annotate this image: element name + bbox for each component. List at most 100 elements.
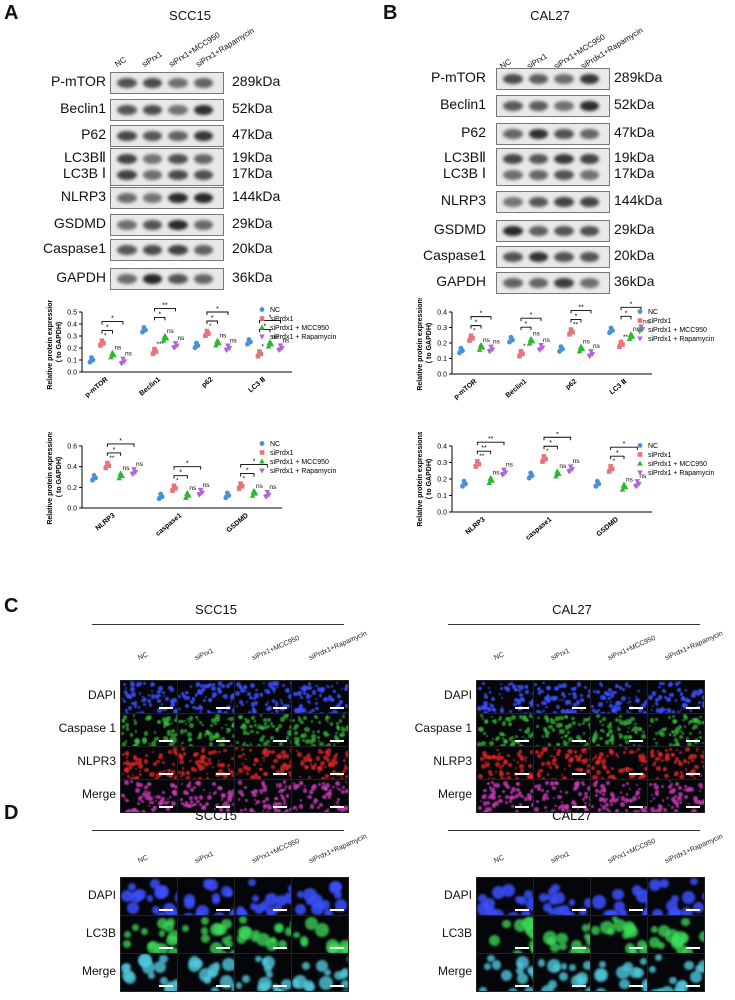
- cell-signal: [245, 719, 250, 725]
- bracket-label: *: [211, 315, 214, 322]
- cell-signal: [174, 775, 177, 779]
- cell-signal: [645, 989, 647, 991]
- cell-signal: [600, 803, 603, 806]
- cell-signal: [664, 727, 668, 730]
- cell-signal: [549, 696, 554, 700]
- cell-signal: [515, 782, 520, 787]
- cell-signal: [125, 810, 129, 812]
- cell-signal: [695, 749, 698, 753]
- cell-signal: [186, 776, 191, 779]
- cell-signal: [603, 691, 608, 695]
- bracket-label: *: [623, 441, 626, 448]
- cell-signal: [270, 712, 273, 713]
- cell-signal: [524, 927, 532, 935]
- cell-signal: [582, 732, 586, 735]
- cell-signal: [488, 777, 491, 779]
- legend-entry: siPrdx1 + MCC950: [270, 459, 329, 466]
- cell-signal: [539, 751, 544, 756]
- cell-signal: [338, 719, 343, 723]
- cell-signal: [137, 763, 144, 769]
- cell-signal: [178, 695, 181, 699]
- cell-signal: [232, 721, 234, 727]
- cell-signal: [491, 790, 496, 795]
- blot-row-label: LC3BⅡ: [444, 149, 486, 165]
- bracket-label: *: [630, 301, 633, 308]
- cell-signal: [292, 974, 307, 989]
- cell-signal: [274, 708, 280, 713]
- y-tick-label: 0.3: [67, 334, 77, 341]
- cell-signal: [262, 759, 265, 762]
- cell-signal: [508, 721, 513, 726]
- cell-signal: [600, 683, 603, 687]
- micrograph-tile: [647, 915, 705, 954]
- panel-letter-c: C: [4, 595, 19, 617]
- if-row-label: LC3B: [441, 925, 472, 940]
- cell-signal: [562, 682, 568, 688]
- cell-signal: [535, 799, 539, 803]
- cell-signal: [575, 990, 584, 991]
- cell-signal: [298, 776, 301, 779]
- cell-signal: [187, 720, 191, 723]
- cell-signal: [515, 794, 520, 798]
- cell-signal: [682, 718, 685, 722]
- cell-signal: [497, 794, 502, 799]
- cell-signal: [665, 748, 669, 752]
- blot-strip: [496, 220, 610, 242]
- cell-signal: [516, 973, 528, 984]
- data-point: [259, 324, 265, 330]
- significance-bracket: [101, 330, 113, 334]
- data-point: [264, 489, 271, 495]
- cell-signal: [540, 700, 546, 706]
- cell-signal: [166, 732, 171, 736]
- cell-signal: [165, 722, 169, 726]
- cell-signal: [679, 729, 683, 733]
- cell-signal: [332, 769, 336, 774]
- cell-signal: [550, 754, 553, 757]
- data-point: [93, 475, 98, 481]
- cell-signal: [541, 681, 545, 685]
- cell-signal: [670, 894, 679, 903]
- cell-signal: [128, 706, 132, 710]
- cell-signal: [253, 763, 257, 767]
- cell-signal: [309, 694, 312, 698]
- cell-signal: [606, 807, 609, 811]
- title-rule: [448, 830, 700, 831]
- blot-band: [117, 154, 137, 164]
- data-point: [626, 336, 633, 342]
- cell-signal: [507, 754, 510, 757]
- cell-signal: [654, 789, 659, 794]
- cell-signal: [266, 707, 271, 712]
- cell-signal: [619, 744, 623, 746]
- cell-signal: [632, 810, 638, 812]
- data-point: [257, 349, 262, 354]
- cell-signal: [346, 752, 348, 757]
- cell-signal: [266, 739, 270, 744]
- cell-signal: [289, 700, 291, 703]
- cell-signal: [679, 774, 685, 779]
- x-category-label: LC3 Ⅱ: [247, 376, 267, 394]
- cell-signal: [523, 715, 526, 719]
- if-column-label: siPrdx1+Rapamycin: [663, 833, 724, 865]
- cell-signal: [584, 791, 588, 796]
- cell-signal: [661, 986, 675, 991]
- cell-signal: [568, 749, 573, 754]
- cell-signal: [212, 683, 216, 686]
- data-point: [118, 361, 125, 367]
- cell-signal: [202, 683, 208, 689]
- cell-signal: [482, 711, 488, 713]
- cell-signal: [491, 707, 495, 712]
- cell-signal: [163, 736, 168, 741]
- cell-signal: [198, 777, 202, 779]
- cell-signal: [559, 971, 568, 981]
- cell-signal: [483, 754, 488, 760]
- cell-signal: [653, 737, 656, 741]
- cell-signal: [187, 803, 193, 808]
- cell-signal: [323, 787, 328, 791]
- data-point: [196, 492, 202, 498]
- cell-signal: [628, 749, 634, 755]
- cell-signal: [545, 760, 551, 766]
- cell-signal: [175, 709, 177, 713]
- cell-signal: [121, 719, 126, 723]
- cell-signal: [500, 776, 505, 779]
- cell-signal: [634, 730, 639, 735]
